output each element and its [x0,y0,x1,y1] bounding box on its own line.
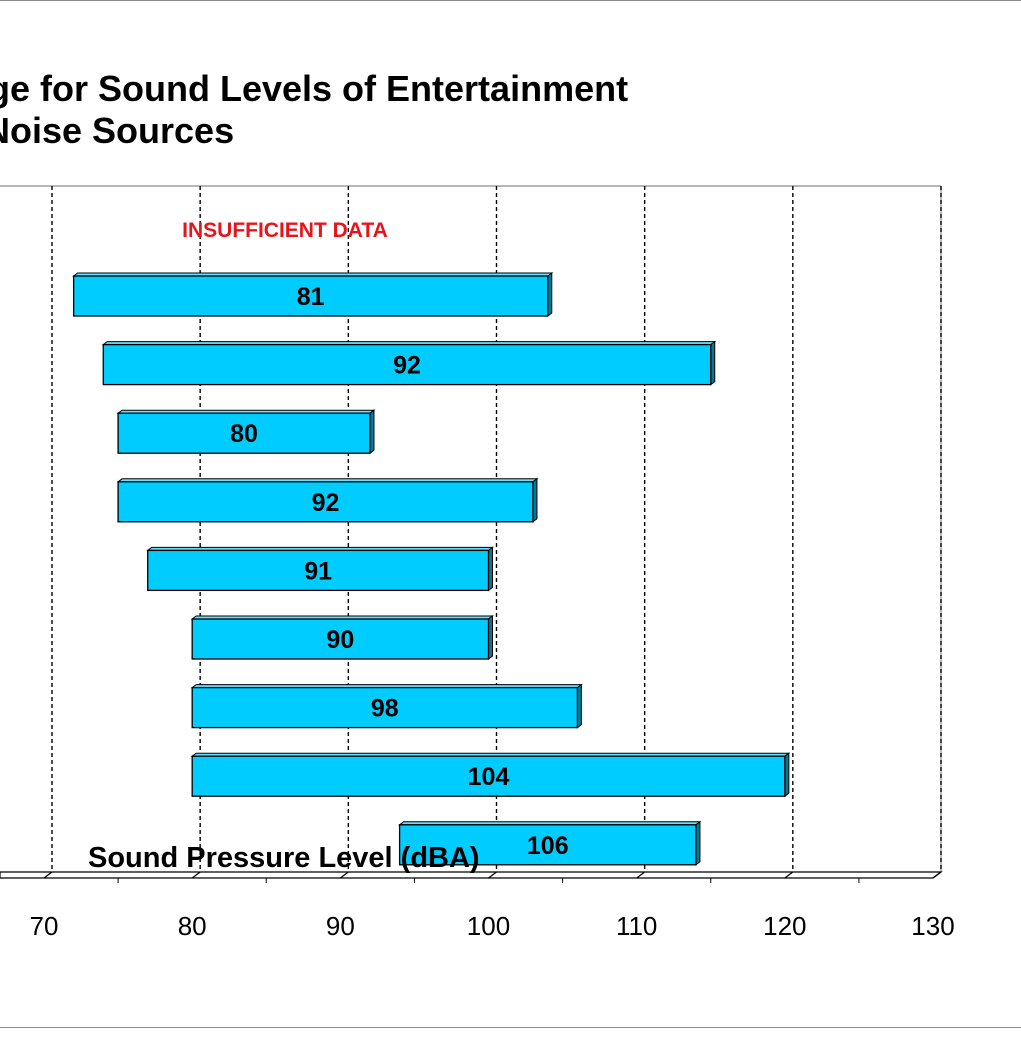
range-bar: 98 [190,683,583,729]
range-bar-label: 92 [312,489,340,517]
x-tick-major [339,871,349,879]
x-tick-label: 100 [467,911,510,941]
x-axis-label: Sound Pressure Level (dBA) [88,842,480,874]
top-rule [0,0,1021,1]
range-bar: 92 [116,477,539,523]
range-bar-front [191,686,579,729]
range-bar-label: 81 [297,283,325,311]
range-bar-front [191,618,490,660]
range-bar-label: 106 [527,832,569,860]
range-bar: 80 [116,409,376,455]
range-bar-front [117,412,371,454]
x-tick-major [932,871,942,879]
range-bar-front [102,343,712,386]
range-bar-label: 90 [326,626,354,654]
range-bar-label: 98 [371,695,399,723]
range-bar-front [147,549,490,592]
x-tick-label: 120 [763,911,806,941]
range-bar-label: 104 [468,763,510,791]
range-bar: 81 [72,272,554,317]
range-bar-label: 92 [393,352,421,380]
range-bar-front [117,481,534,523]
range-bar: 106 [398,820,702,866]
x-tick-label: 130 [911,911,954,941]
range-bar: 90 [190,615,494,660]
range-bar: 92 [101,340,717,386]
x-tick-major [488,871,497,879]
insufficient-data-label: INSUFFICIENT DATA [182,219,388,242]
range-bar: 91 [146,546,494,592]
chart-title-line-1: ge for Sound Levels of Entertainment [0,68,629,109]
range-bar-front [72,275,549,317]
x-tick-major [784,871,794,879]
x-tick-major [191,871,201,879]
x-tick-major [636,871,646,879]
range-bar-label: 80 [230,420,258,448]
x-tick-label: 110 [616,911,657,941]
range-bar-front [191,755,786,797]
x-tick-major [43,871,53,879]
x-tick-label: 70 [30,911,59,941]
x-tick-label: 90 [326,911,355,941]
chart-title: ge for Sound Levels of Entertainment Noi… [0,68,628,152]
bottom-rule [0,1027,1021,1028]
x-tick-label: 80 [178,911,207,941]
range-bar-label: 91 [304,557,332,585]
chart-title-line-2: Noise Sources [0,110,235,151]
range-bar: 104 [190,752,791,798]
range-bar-front [398,824,697,866]
